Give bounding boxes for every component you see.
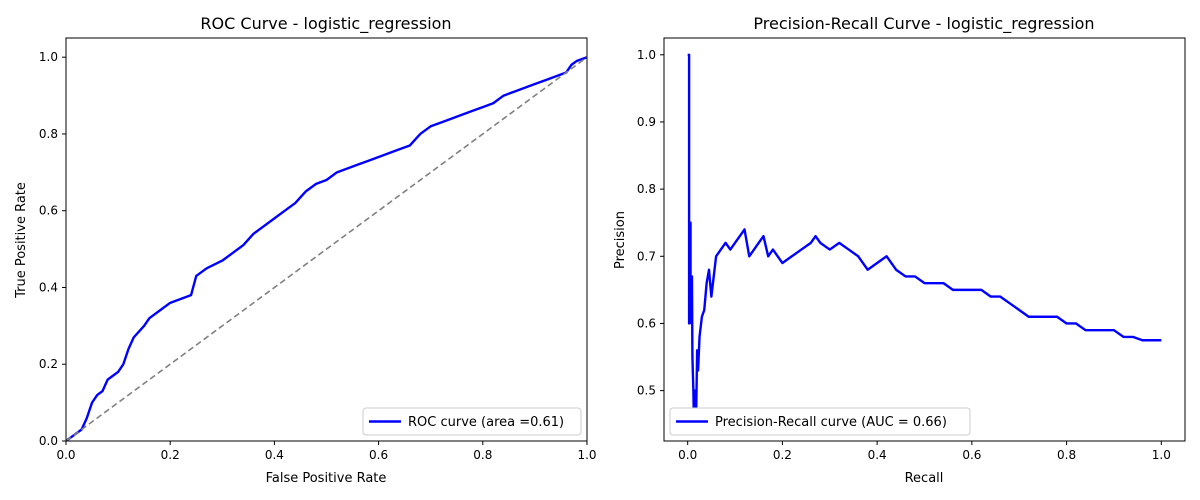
roc-x-ticks: 0.0 0.2 0.4 0.6 0.8 1.0 [56,441,597,462]
roc-plot-area [65,37,588,442]
roc-chart: ROC Curve - logistic_regression 0.0 0.2 0.… [14,14,597,486]
pr-y-tick-label: 0.6 [637,316,656,330]
roc-x-tick-label: 0.0 [56,448,75,462]
roc-chart-title: ROC Curve - logistic_regression [200,14,451,34]
roc-y-tick-label: 1.0 [39,50,58,64]
roc-y-tick-label: 0.0 [39,434,58,448]
roc-y-tick-label: 0.8 [39,127,58,141]
pr-y-tick-label: 0.5 [637,384,656,398]
pr-chart-title: Precision-Recall Curve - logistic_regres… [753,14,1094,34]
pr-x-tick-label: 0.4 [868,448,887,462]
pr-legend-box [669,407,971,436]
roc-x-tick-label: 0.2 [161,448,180,462]
roc-y-tick-label: 0.4 [39,280,58,294]
roc-y-ticks: 0.0 0.2 0.4 0.6 0.8 1.0 [39,50,66,448]
pr-legend: Precision-Recall curve (AUC = 0.66) [669,407,971,436]
roc-x-tick-label: 0.8 [473,448,492,462]
roc-y-tick-label: 0.6 [39,204,58,218]
roc-y-axis-label: True Positive Rate [14,182,29,299]
pr-x-tick-label: 0.8 [1057,448,1076,462]
roc-axes-frame [65,37,588,442]
roc-legend-box [362,407,582,436]
pr-x-ticks: 0.0 0.2 0.4 0.6 0.8 1.0 [678,441,1171,462]
roc-x-tick-label: 1.0 [577,448,596,462]
pr-x-axis-label: Recall [905,471,944,486]
pr-plot-area [663,37,1186,442]
pr-y-tick-label: 0.9 [637,115,656,129]
roc-legend: ROC curve (area =0.61) [362,407,582,436]
pr-y-tick-label: 0.7 [637,249,656,263]
roc-baseline-line [66,56,587,441]
roc-x-tick-label: 0.4 [265,448,284,462]
pr-y-tick-label: 1.0 [637,48,656,62]
roc-x-axis-label: False Positive Rate [266,471,387,486]
pr-x-tick-label: 0.6 [962,448,981,462]
pr-axes-frame [663,37,1186,442]
pr-x-tick-label: 0.0 [678,448,697,462]
pr-x-tick-label: 0.2 [773,448,792,462]
roc-y-tick-label: 0.2 [39,357,58,371]
roc-x-tick-label: 0.6 [369,448,388,462]
pr-y-ticks: 0.5 0.6 0.7 0.8 0.9 1.0 [637,48,664,398]
pr-curve-line [687,53,1162,419]
pr-x-tick-label: 1.0 [1152,448,1171,462]
roc-curve-line [66,56,587,441]
pr-legend-label: Precision-Recall curve (AUC = 0.66) [715,415,947,430]
pr-chart: Precision-Recall Curve - logistic_regres… [613,14,1186,486]
roc-legend-label: ROC curve (area =0.61) [408,415,564,430]
pr-y-tick-label: 0.8 [637,182,656,196]
pr-y-axis-label: Precision [613,211,628,269]
